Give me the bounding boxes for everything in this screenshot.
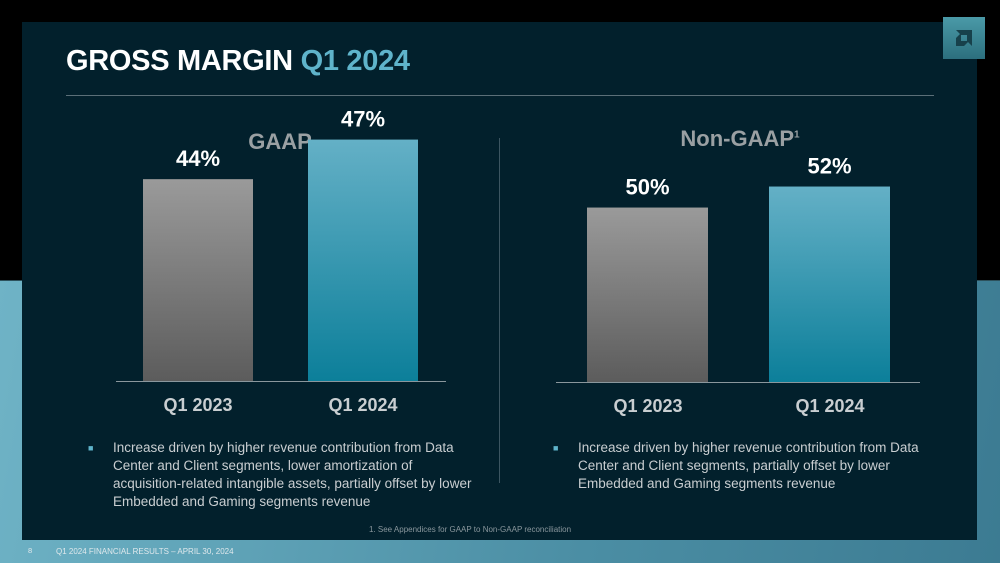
- x-tick-label: Q1 2023: [613, 396, 682, 416]
- x-tick-label: Q1 2023: [163, 395, 232, 415]
- bar-q1-2023: [143, 179, 253, 381]
- data-label: 47%: [341, 107, 385, 132]
- gaap-bullet: ■ Increase driven by higher revenue contr…: [88, 440, 472, 509]
- amd-logo-icon: [943, 17, 985, 59]
- data-label: 44%: [176, 146, 220, 171]
- nongaap-chart-title: Non-GAAP1: [680, 126, 800, 151]
- gaap-chart-title: GAAP: [248, 129, 312, 154]
- footer-text: Q1 2024 FINANCIAL RESULTS – APRIL 30, 20…: [56, 547, 234, 556]
- nongaap-bullet: ■ Increase driven by higher revenue contr…: [553, 440, 919, 491]
- bullet-icon: ■: [553, 443, 559, 453]
- x-tick-label: Q1 2024: [795, 396, 864, 416]
- x-tick-label: Q1 2024: [328, 395, 397, 415]
- bar-q1-2024: [308, 139, 418, 381]
- bar-q1-2023: [587, 207, 708, 382]
- bar-q1-2024: [769, 186, 890, 382]
- data-label: 52%: [807, 154, 851, 179]
- slide-title: GROSS MARGIN Q1 2024: [66, 45, 410, 77]
- page-number: 8: [28, 546, 33, 555]
- chart-divider: [499, 138, 500, 483]
- title-divider: [66, 95, 934, 96]
- bullet-icon: ■: [88, 443, 94, 453]
- footnote: 1. See Appendices for GAAP to Non-GAAP r…: [369, 525, 572, 534]
- data-label: 50%: [625, 175, 669, 200]
